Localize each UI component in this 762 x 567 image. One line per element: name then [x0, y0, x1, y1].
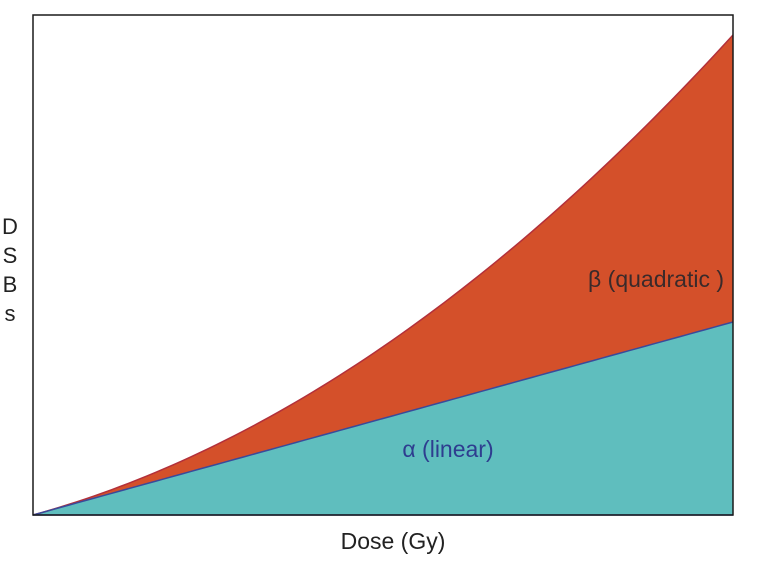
y-axis-label-letter: s	[4, 301, 16, 326]
beta-series-label: β (quadratic )	[588, 266, 724, 292]
plot-frame	[32, 14, 734, 516]
y-axis-label-letter: S	[2, 243, 18, 268]
y-axis-label-letter: D	[2, 214, 18, 239]
y-axis-label-letter: B	[2, 272, 18, 297]
alpha-series-label: α (linear)	[402, 436, 493, 462]
x-axis-label: Dose (Gy)	[341, 528, 446, 554]
beta-quadratic-curve	[32, 34, 734, 516]
